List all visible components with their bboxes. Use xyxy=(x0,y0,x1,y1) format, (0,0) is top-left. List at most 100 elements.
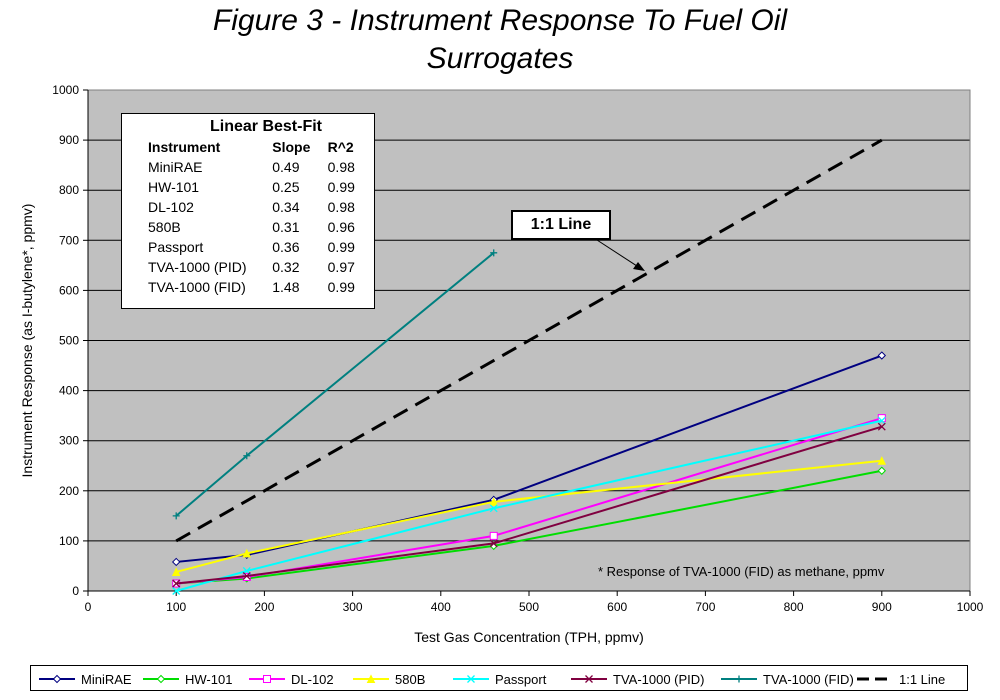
legend-item: TVA-1000 (FID) xyxy=(721,672,854,687)
instrument-name: TVA-1000 (PID) xyxy=(148,259,247,275)
legend-item: 1:1 Line xyxy=(857,672,945,687)
series-line xyxy=(175,138,883,543)
data-point xyxy=(242,548,252,558)
data-point xyxy=(242,572,251,580)
table-row: TVA-1000 (PID) 0.32 0.97 xyxy=(130,257,366,277)
data-point xyxy=(172,579,181,588)
chart-title: Figure 3 - Instrument Response To Fuel O… xyxy=(0,2,1000,78)
y-tick-label: 100 xyxy=(59,534,79,548)
table-row: MiniRAE 0.49 0.98 xyxy=(130,157,366,177)
x-tick-label: 0 xyxy=(85,600,92,614)
x-axis-label: Test Gas Concentration (TPH, ppmv) xyxy=(414,629,644,645)
x-tick-label: 800 xyxy=(784,600,804,614)
instrument-name: MiniRAE xyxy=(148,159,203,175)
data-point xyxy=(489,531,498,540)
r2-value: 0.99 xyxy=(327,279,355,295)
legend-item: TVA-1000 (PID) xyxy=(571,672,705,687)
x-tick-label: 500 xyxy=(519,600,539,614)
best-fit-table: Instrument Slope R^2 MiniRAE 0.49 0.98 HW-1… xyxy=(130,137,366,297)
table-row: TVA-1000 (FID) 1.48 0.99 xyxy=(130,277,366,297)
legend-item: Passport xyxy=(453,672,547,687)
x-tick-label: 1000 xyxy=(957,600,984,614)
y-tick-label: 500 xyxy=(59,334,79,348)
data-point xyxy=(877,416,886,425)
data-point xyxy=(172,512,180,520)
data-point xyxy=(490,249,498,257)
table-row: 580B 0.31 0.96 xyxy=(130,217,366,237)
data-point xyxy=(877,422,886,431)
header-slope: Slope xyxy=(272,139,311,155)
y-tick-label: 400 xyxy=(59,384,79,398)
y-tick-label: 600 xyxy=(59,283,79,297)
series-tva-1000-fid xyxy=(172,249,498,520)
x-tick-labels: 0 100 200 300 400 500 600 700 800 900 1000 xyxy=(85,600,984,614)
legend-label: 1:1 Line xyxy=(899,672,945,687)
callout-arrow-head xyxy=(633,262,645,271)
table-row: HW-101 0.25 0.99 xyxy=(130,177,366,197)
best-fit-header-row: Instrument Slope R^2 xyxy=(130,137,366,157)
series-line xyxy=(175,459,882,573)
slope-value: 0.32 xyxy=(272,259,300,275)
legend-label: TVA-1000 (FID) xyxy=(763,672,854,687)
header-r2: R^2 xyxy=(327,139,354,155)
data-point xyxy=(243,452,251,460)
r2-value: 0.99 xyxy=(327,179,355,195)
slope-value: 0.36 xyxy=(272,239,300,255)
data-point xyxy=(877,456,887,465)
y-tick-label: 0 xyxy=(72,584,79,598)
data-point xyxy=(263,675,271,683)
legend-item: DL-102 xyxy=(249,672,334,687)
y-tick-label: 1000 xyxy=(52,83,79,97)
chart-title-line-2: Surrogates xyxy=(426,42,574,75)
data-point xyxy=(877,351,887,360)
instrument-name: HW-101 xyxy=(148,179,200,195)
x-tick-label: 300 xyxy=(343,600,363,614)
x-tick-label: 200 xyxy=(254,600,274,614)
legend-item: MiniRAE xyxy=(39,672,132,687)
data-point xyxy=(171,557,181,567)
slope-value: 1.48 xyxy=(272,279,300,295)
one-to-one-callout: 1:1 Line xyxy=(511,210,611,240)
series-580b xyxy=(171,456,887,576)
legend-label: 580B xyxy=(395,672,425,687)
slope-value: 0.34 xyxy=(272,199,300,215)
callout-arrow-line xyxy=(596,239,641,269)
instrument-name: Passport xyxy=(148,239,204,255)
x-tick-label: 100 xyxy=(166,600,186,614)
data-point xyxy=(172,587,181,595)
y-axis-label: Instrument Response (as I-butylene*, ppm… xyxy=(19,204,35,478)
r2-value: 0.98 xyxy=(327,159,355,175)
y-tick-label: 200 xyxy=(59,484,79,498)
data-point xyxy=(489,539,498,548)
best-fit-title: Linear Best-Fit xyxy=(209,118,322,135)
data-point xyxy=(489,497,499,506)
r2-value: 0.99 xyxy=(327,239,355,255)
legend-label: TVA-1000 (PID) xyxy=(613,672,705,687)
slope-value: 0.31 xyxy=(272,219,300,235)
legend: MiniRAE HW-101 DL-102 580B Passport TVA-1000 … xyxy=(30,665,968,691)
y-tick-label: 300 xyxy=(59,434,79,448)
data-point xyxy=(366,674,376,683)
legend-item: HW-101 xyxy=(143,672,232,687)
y-tick-label: 700 xyxy=(59,233,79,247)
data-point xyxy=(171,567,181,576)
r2-value: 0.96 xyxy=(327,219,355,235)
x-tick-label: 600 xyxy=(607,600,627,614)
instrument-name: DL-102 xyxy=(148,199,194,215)
data-point xyxy=(585,675,593,683)
legend-label: DL-102 xyxy=(291,672,334,687)
legend-label: Passport xyxy=(495,672,547,687)
header-instrument: Instrument xyxy=(148,139,221,155)
series-layer xyxy=(171,138,887,595)
best-fit-table-box: Linear Best-Fit Instrument Slope R^2 Min… xyxy=(121,113,375,309)
y-tick-label: 800 xyxy=(59,183,79,197)
table-row: Passport 0.36 0.99 xyxy=(130,237,366,257)
series-line xyxy=(176,425,883,585)
instrument-name: 580B xyxy=(148,219,181,235)
data-point xyxy=(52,674,62,684)
r2-value: 0.98 xyxy=(327,199,355,215)
data-point xyxy=(489,504,498,513)
series-line xyxy=(175,419,883,592)
slope-value: 0.25 xyxy=(272,179,300,195)
